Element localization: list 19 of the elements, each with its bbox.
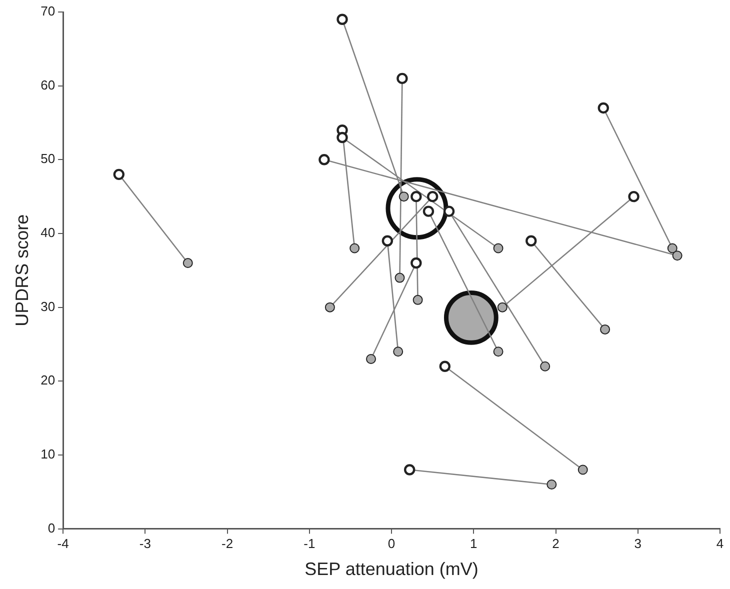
x-tick-label: -2 — [222, 536, 234, 552]
y-axis-title: UPDRS score — [12, 214, 32, 326]
x-tick-label: -4 — [57, 536, 69, 552]
x-tick-label: -1 — [304, 536, 316, 552]
x-tick-label: -3 — [139, 536, 151, 552]
x-tick-label: 4 — [716, 536, 724, 552]
x-tick-label: 0 — [388, 536, 396, 552]
y-tick-label: 70 — [40, 4, 56, 19]
y-tick-label: 0 — [48, 520, 56, 536]
y-tick-label: 60 — [40, 77, 56, 92]
y-tick-label: 30 — [40, 298, 56, 314]
x-tick-label: 2 — [552, 536, 560, 552]
y-tick-label: 40 — [40, 225, 56, 240]
x-tick-label: 3 — [634, 536, 642, 552]
y-tick-label: 50 — [40, 151, 56, 166]
y-tick-label: 20 — [40, 372, 56, 388]
x-axis-title: SEP attenuation (mV) — [304, 559, 478, 580]
y-tick-label: 10 — [40, 446, 56, 462]
x-tick-label: 1 — [470, 536, 478, 552]
